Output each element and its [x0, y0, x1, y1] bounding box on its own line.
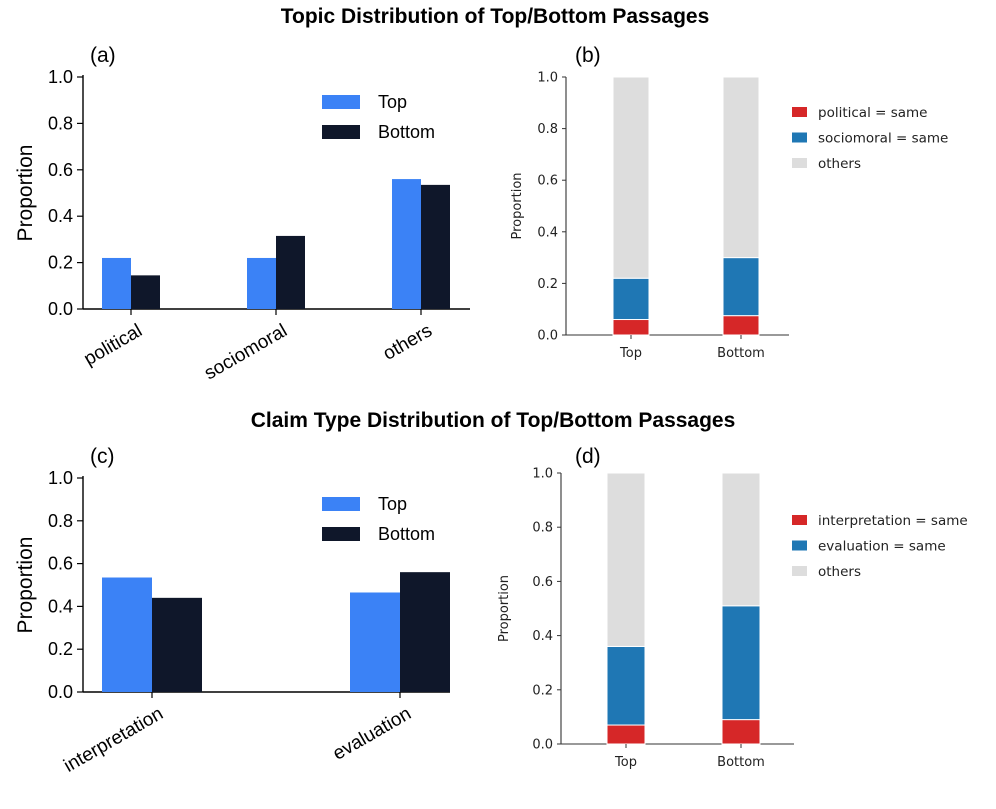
legend-label-1: evaluation = same [818, 539, 946, 555]
legend-label-0: political = same [818, 105, 927, 121]
y-tick-label: 0.4 [537, 225, 558, 240]
stack-segment-bottom-0 [721, 719, 761, 745]
bar-top-interpretation [102, 577, 152, 692]
x-tick-label-sociomoral: sociomoral [201, 320, 291, 384]
y-tick-label: 0.6 [537, 174, 558, 189]
y-tick-label: 0.8 [48, 511, 73, 531]
y-tick-label: 0.4 [532, 629, 553, 644]
y-tick-label: 1.0 [48, 67, 73, 87]
stack-segment-bottom-1 [722, 257, 760, 317]
stack-segment-bottom-0 [722, 315, 760, 336]
y-tick-label: 0.0 [537, 329, 558, 344]
x-tick-label-top: Top [614, 755, 637, 770]
legend-label-2: others [818, 564, 861, 580]
legend-label-1: sociomoral = same [818, 131, 948, 147]
y-tick-label: 0.8 [532, 521, 553, 536]
bar-top-evaluation [350, 592, 400, 692]
y-tick-label: 0.0 [532, 738, 553, 753]
y-axis-label: Proportion [497, 575, 512, 642]
stack-segment-bottom-2 [722, 76, 760, 259]
chart-panel-a: (a) 0.0 0.2 0.4 0.6 0.8 1.0 Proportion politica… [14, 44, 470, 384]
legend-swatch-bottom [322, 125, 360, 139]
legend-swatch-1 [792, 132, 807, 143]
chart-panel-d: (d) 0.0 0.2 0.4 0.6 0.8 1.0 Proportion Top Botto… [497, 445, 968, 770]
x-tick-label-political: political [81, 320, 146, 370]
legend-label-bottom: Bottom [378, 122, 435, 142]
y-tick-label: 0.6 [48, 160, 73, 180]
y-tick-label: 1.0 [48, 468, 73, 488]
legend-swatch-2 [792, 566, 807, 576]
legend-swatch-2 [792, 158, 807, 168]
y-tick-label: 1.0 [532, 467, 553, 482]
x-tick-label-bottom: Bottom [717, 346, 765, 361]
y-axis-label: Proportion [14, 537, 37, 634]
y-tick-label: 1.0 [537, 71, 558, 86]
panel-label-a: (a) [90, 44, 116, 67]
y-tick-label: 0.8 [48, 113, 73, 133]
chart-panel-b: (b) 0.0 0.2 0.4 0.6 0.8 1.0 Proportion Top Botto… [510, 44, 948, 361]
stack-segment-top-0 [606, 724, 646, 745]
bar-top-others [392, 179, 421, 309]
y-tick-label: 0.2 [48, 253, 73, 273]
x-tick-label-evaluation: evaluation [329, 703, 415, 764]
topic-distribution-title: Topic Distribution of Top/Bottom Passage… [281, 5, 710, 28]
y-axis-label: Proportion [510, 172, 525, 239]
legend-swatch-bottom [322, 527, 360, 541]
y-tick-label: 0.0 [48, 299, 73, 319]
bar-top-political [102, 257, 131, 309]
x-tick-label-top: Top [619, 346, 642, 361]
x-tick-label-bottom: Bottom [717, 755, 765, 770]
stack-segment-top-2 [606, 472, 646, 647]
bar-bottom-evaluation [400, 572, 450, 692]
bar-bottom-sociomoral [276, 235, 305, 309]
stack-segment-top-2 [612, 76, 650, 279]
bar-bottom-political [131, 275, 160, 309]
y-tick-label: 0.8 [537, 122, 558, 137]
y-tick-label: 0.2 [532, 683, 553, 698]
stack-segment-top-0 [612, 319, 650, 336]
stack-segment-bottom-2 [721, 472, 761, 607]
x-tick-label-interpretation: interpretation [60, 703, 167, 777]
legend-swatch-0 [792, 515, 807, 525]
bar-bottom-interpretation [152, 597, 202, 692]
legend-swatch-1 [792, 540, 807, 551]
claim-type-distribution-title: Claim Type Distribution of Top/Bottom Pa… [251, 409, 736, 432]
legend-label-2: others [818, 156, 861, 172]
bar-top-sociomoral [247, 257, 276, 309]
x-tick-label-others: others [380, 320, 436, 365]
panel-label-d: (d) [575, 445, 601, 468]
bar-bottom-others [421, 184, 450, 309]
stack-segment-top-1 [606, 645, 646, 726]
stack-segment-bottom-1 [721, 605, 761, 721]
y-tick-label: 0.2 [537, 277, 558, 292]
legend-swatch-0 [792, 107, 807, 117]
legend-swatch-top [322, 497, 360, 511]
chart-panel-c: (c) 0.0 0.2 0.4 0.6 0.8 1.0 Proportion interpre… [14, 445, 450, 777]
legend-label-top: Top [378, 92, 407, 112]
y-tick-label: 0.0 [48, 682, 73, 702]
stack-segment-top-1 [612, 277, 650, 321]
y-tick-label: 0.4 [48, 596, 73, 616]
panel-label-b: (b) [575, 44, 601, 67]
legend-label-top: Top [378, 494, 407, 514]
legend-label-0: interpretation = same [818, 513, 968, 529]
y-tick-label: 0.6 [532, 575, 553, 590]
y-tick-label: 0.6 [48, 554, 73, 574]
legend-swatch-top [322, 95, 360, 109]
y-tick-label: 0.4 [48, 206, 73, 226]
y-axis-label: Proportion [14, 145, 37, 242]
y-tick-label: 0.2 [48, 639, 73, 659]
legend-label-bottom: Bottom [378, 524, 435, 544]
panel-label-c: (c) [90, 445, 115, 468]
